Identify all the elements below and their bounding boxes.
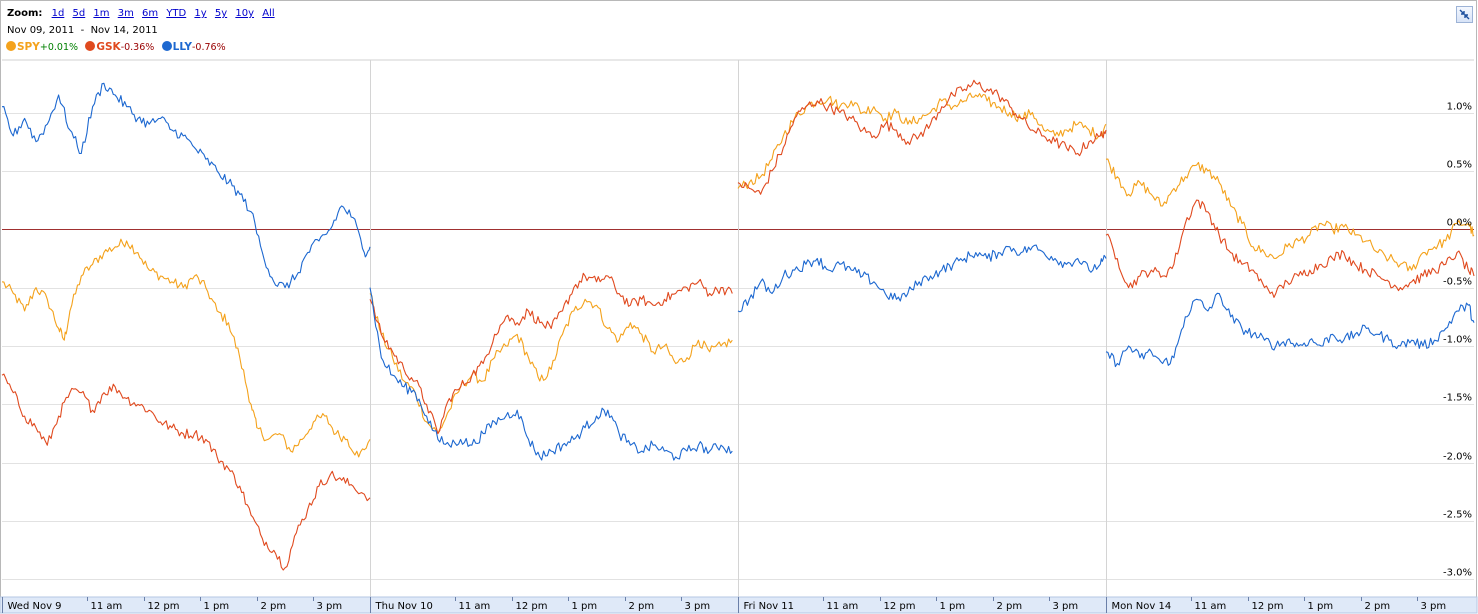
x-axis: 11 am 12 pm 1 pm 2 pm 3 pm 11 am 12 pm 1 pm 2 pm… bbox=[0, 596, 1478, 614]
x-day-label: Fri Nov 11 bbox=[744, 601, 795, 612]
legend-change: +0.01% bbox=[39, 42, 79, 53]
y-tick-label: 1.0% bbox=[1447, 102, 1472, 113]
zoom-10y-link[interactable]: 10y bbox=[235, 8, 255, 19]
x-tick-label: 12 pm bbox=[884, 601, 916, 612]
x-tick-label: 2 pm bbox=[629, 601, 655, 612]
x-tick-label: 12 pm bbox=[148, 601, 180, 612]
zoom-5d-link[interactable]: 5d bbox=[72, 8, 86, 19]
x-day-label: Wed Nov 9 bbox=[8, 601, 62, 612]
x-tick-label: 3 pm bbox=[1421, 601, 1447, 612]
series-line-spy bbox=[1, 238, 371, 458]
collapse-arrows-icon[interactable] bbox=[1456, 6, 1473, 23]
zoom-bar: Zoom: 1d 5d 1m 3m 6m YTD 1y 5y 10y All bbox=[7, 8, 280, 19]
spy-color-dot bbox=[6, 41, 16, 51]
x-tick-label: 2 pm bbox=[997, 601, 1023, 612]
x-tick-label: 1 pm bbox=[572, 601, 598, 612]
x-tick-label: 3 pm bbox=[685, 601, 711, 612]
series-line-lly bbox=[1105, 292, 1475, 368]
legend-item-spy[interactable]: SPY+0.01% bbox=[6, 41, 78, 53]
zoom-ytd-link[interactable]: YTD bbox=[166, 8, 187, 19]
x-day-label: Thu Nov 10 bbox=[375, 601, 433, 612]
zoom-1d-link[interactable]: 1d bbox=[51, 8, 65, 19]
date-to: Nov 14, 2011 bbox=[90, 25, 158, 36]
series-line-gsk bbox=[369, 272, 733, 435]
date-range: Nov 09, 2011 - Nov 14, 2011 bbox=[7, 25, 158, 36]
x-tick-label: 11 am bbox=[827, 601, 859, 612]
zoom-label: Zoom: bbox=[7, 8, 43, 19]
gsk-color-dot bbox=[85, 41, 96, 51]
series-layer bbox=[1, 79, 1475, 571]
legend-symbol: SPY bbox=[17, 41, 40, 53]
series-line-spy bbox=[369, 293, 733, 435]
zoom-1m-link[interactable]: 1m bbox=[93, 8, 110, 19]
legend: SPY+0.01% GSK-0.36% LLY-0.76% bbox=[6, 41, 230, 53]
x-tick-label: 1 pm bbox=[204, 601, 230, 612]
series-line-spy bbox=[1105, 158, 1475, 272]
legend-symbol: LLY bbox=[172, 41, 192, 53]
zoom-all-link[interactable]: All bbox=[262, 8, 275, 19]
x-tick-label: 12 pm bbox=[516, 601, 548, 612]
y-tick-label: 0.0% bbox=[1447, 218, 1472, 229]
x-tick-label: 2 pm bbox=[1365, 601, 1391, 612]
y-axis: 1.0% 0.5% 0.0% -0.5% -1.0% -1.5% -2.0% -2.5% -3.… bbox=[1443, 102, 1472, 579]
y-tick-label: -1.5% bbox=[1443, 393, 1472, 404]
zoom-1y-link[interactable]: 1y bbox=[194, 8, 207, 19]
series-line-gsk bbox=[1105, 199, 1475, 298]
date-separator: - bbox=[80, 25, 85, 36]
legend-symbol: GSK bbox=[96, 41, 121, 53]
x-tick-label: 3 pm bbox=[1053, 601, 1079, 612]
y-tick-label: -3.0% bbox=[1443, 568, 1472, 579]
y-tick-label: -2.5% bbox=[1443, 510, 1472, 521]
series-line-gsk bbox=[1, 373, 371, 571]
series-line-lly bbox=[737, 244, 1107, 313]
lly-color-dot bbox=[161, 41, 172, 51]
series-line-spy bbox=[737, 92, 1107, 190]
zoom-6m-link[interactable]: 6m bbox=[142, 8, 159, 19]
x-tick-label: 11 am bbox=[1195, 601, 1227, 612]
x-tick-label: 3 pm bbox=[317, 601, 343, 612]
y-tick-label: -2.0% bbox=[1443, 452, 1472, 463]
legend-change: -0.76% bbox=[192, 42, 226, 53]
series-line-lly bbox=[1, 82, 371, 289]
x-day-label: Mon Nov 14 bbox=[1112, 601, 1172, 612]
x-tick-label: 12 pm bbox=[1252, 601, 1284, 612]
y-tick-label: -1.0% bbox=[1443, 335, 1472, 346]
legend-item-lly[interactable]: LLY-0.76% bbox=[161, 41, 226, 53]
series-line-gsk bbox=[737, 79, 1107, 195]
x-tick-label: 1 pm bbox=[940, 601, 966, 612]
x-tick-label: 2 pm bbox=[261, 601, 287, 612]
series-line-lly bbox=[369, 287, 733, 461]
legend-item-gsk[interactable]: GSK-0.36% bbox=[85, 41, 154, 53]
zoom-3m-link[interactable]: 3m bbox=[117, 8, 134, 19]
date-from: Nov 09, 2011 bbox=[7, 25, 75, 36]
grid bbox=[2, 59, 1474, 597]
y-tick-label: -0.5% bbox=[1443, 277, 1472, 288]
y-tick-label: 0.5% bbox=[1447, 160, 1472, 171]
x-tick-label: 11 am bbox=[91, 601, 123, 612]
x-tick-label: 11 am bbox=[459, 601, 491, 612]
legend-change: -0.36% bbox=[120, 42, 155, 53]
x-tick-label: 1 pm bbox=[1308, 601, 1334, 612]
zoom-5y-link[interactable]: 5y bbox=[214, 8, 228, 19]
